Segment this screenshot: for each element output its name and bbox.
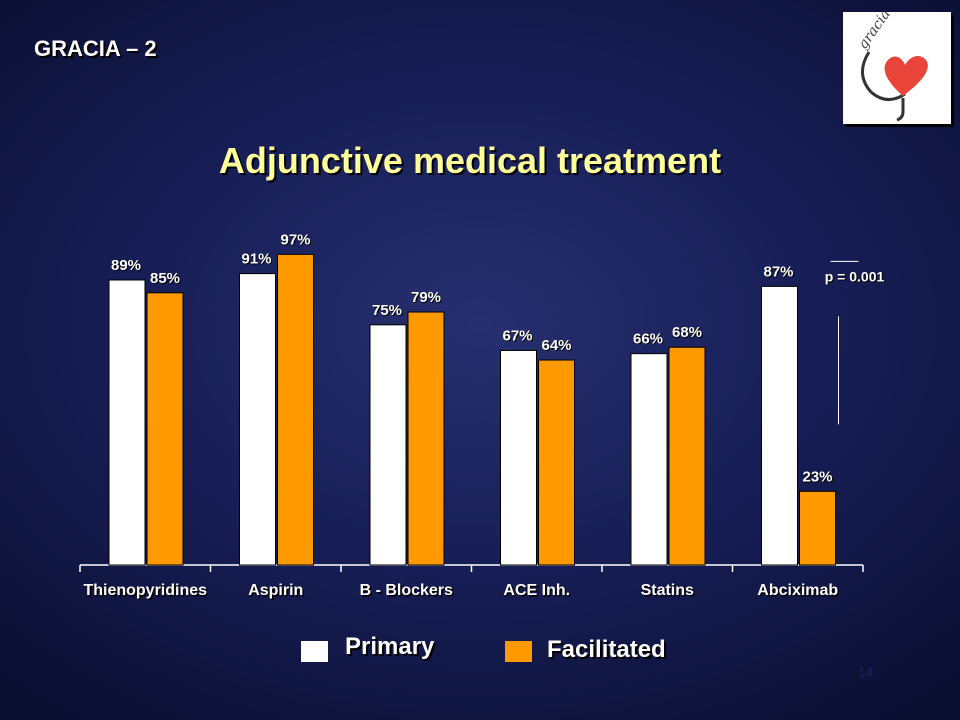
heart-logo-icon: gracia — [855, 12, 928, 122]
bar-facilitated-b-blockers — [407, 311, 445, 566]
bar-primary-aspirin — [239, 273, 276, 566]
bar-primary-abciximab — [761, 285, 798, 566]
tick-label-abciximab: Abciximab — [757, 582, 838, 599]
data-label-facilitated-abciximab: 23% — [802, 468, 832, 485]
chart-title: Adjunctive medical treatment — [218, 140, 722, 181]
bar-facilitated-ace-inh — [538, 359, 575, 566]
bar-primary-thienopyridines — [108, 279, 146, 566]
data-label-facilitated-ace-inh: 64% — [541, 337, 571, 354]
bar-primary-ace-inh — [500, 349, 537, 566]
bar-facilitated-abciximab — [799, 490, 836, 566]
data-label-primary-statins: 66% — [633, 331, 663, 348]
tick-label-statins: Statins — [641, 582, 694, 599]
data-label-facilitated-thienopyridines: 85% — [150, 270, 180, 287]
legend-swatch-facilitated — [505, 641, 532, 662]
data-label-facilitated-statins: 68% — [672, 324, 702, 341]
tick-label-aspirin: Aspirin — [248, 582, 303, 599]
bar-facilitated-aspirin — [277, 253, 314, 566]
data-label-facilitated-aspirin: 97% — [280, 231, 310, 248]
bar-primary-b-blockers — [369, 324, 407, 566]
bar-facilitated-statins — [668, 346, 706, 566]
tick-label-ace-inh: ACE Inh. — [503, 582, 570, 599]
data-label-primary-thienopyridines: 89% — [111, 257, 141, 274]
data-label-primary-b-blockers: 75% — [372, 302, 402, 319]
page-number: 14 — [858, 664, 874, 680]
legend-swatch-primary — [301, 641, 328, 662]
data-label-primary-aspirin: 91% — [241, 251, 271, 268]
bar-facilitated-thienopyridines — [146, 292, 184, 566]
logo: gracia — [843, 12, 951, 124]
legend-label-facilitated: Facilitated — [547, 636, 666, 663]
data-label-primary-abciximab: 87% — [763, 263, 793, 280]
tick-label-b-blockers: B - Blockers — [360, 582, 453, 599]
legend-label-primary: Primary — [345, 633, 435, 660]
slide-label: GRACIA – 2 — [34, 36, 157, 61]
data-label-primary-ace-inh: 67% — [502, 327, 532, 344]
p-value-annotation: p = 0.001 — [825, 268, 885, 284]
tick-label-thienopyridines: Thienopyridines — [83, 582, 207, 599]
bar-primary-statins — [630, 353, 668, 566]
data-label-facilitated-b-blockers: 79% — [411, 289, 441, 306]
